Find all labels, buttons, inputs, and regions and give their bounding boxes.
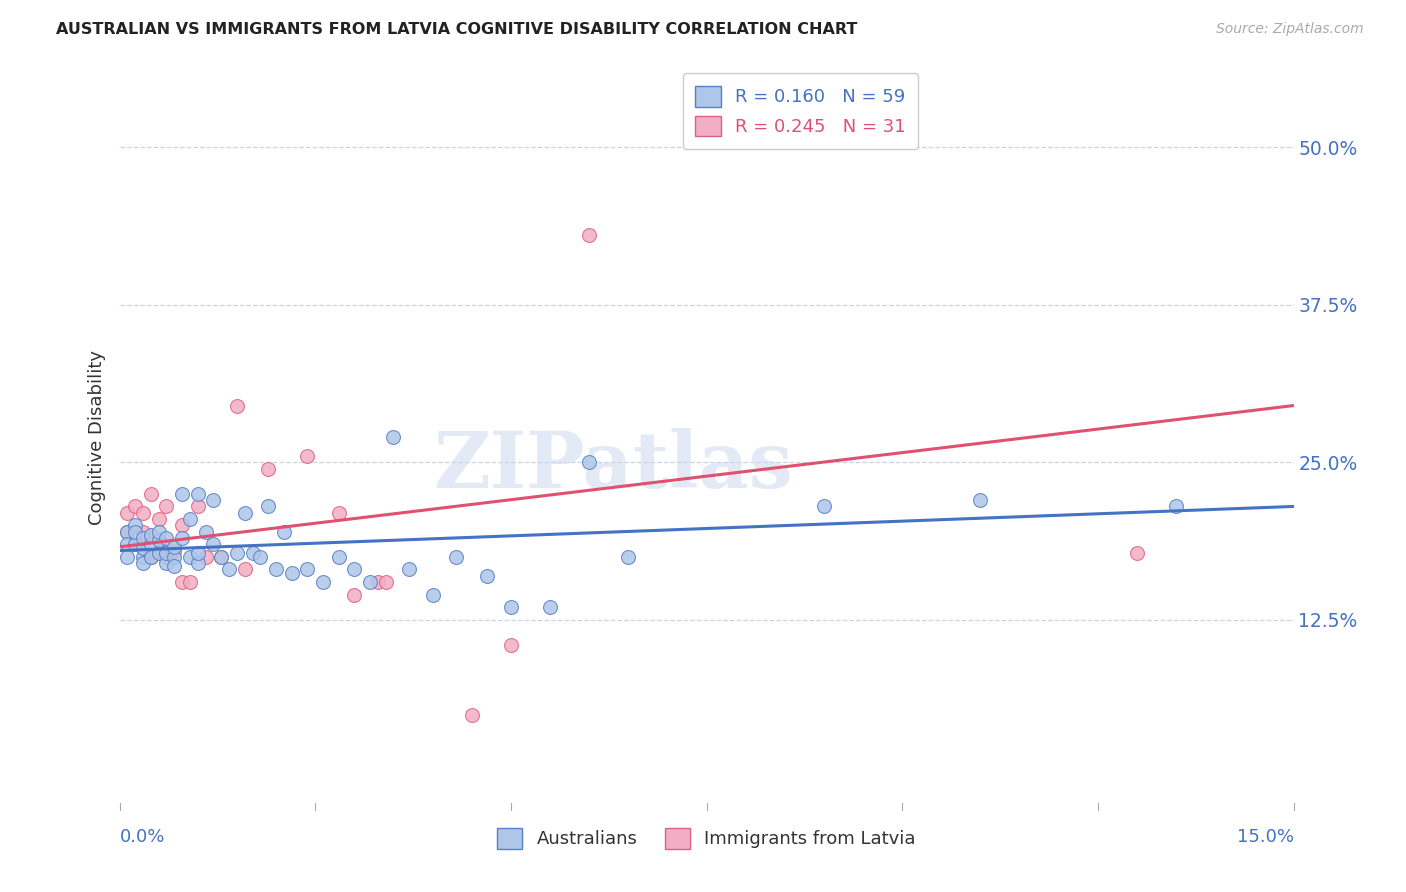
Point <box>155 500 177 514</box>
Point <box>499 600 522 615</box>
Point <box>367 575 389 590</box>
Point <box>359 575 381 590</box>
Point <box>499 638 522 652</box>
Point <box>460 707 484 722</box>
Point <box>139 549 162 564</box>
Point <box>264 562 287 576</box>
Point <box>124 518 146 533</box>
Point <box>422 588 444 602</box>
Point <box>163 549 186 564</box>
Text: 0.0%: 0.0% <box>120 828 165 846</box>
Point <box>578 455 600 469</box>
Point <box>280 566 302 581</box>
Point <box>139 528 162 542</box>
Point <box>148 533 170 548</box>
Point <box>813 500 835 514</box>
Point <box>209 549 232 564</box>
Point <box>328 506 350 520</box>
Point <box>187 487 209 501</box>
Text: Source: ZipAtlas.com: Source: ZipAtlas.com <box>1216 22 1364 37</box>
Point <box>117 506 139 520</box>
Point <box>148 524 170 539</box>
Point <box>398 562 420 576</box>
Point <box>202 537 225 551</box>
Point <box>155 546 177 560</box>
Y-axis label: Cognitive Disability: Cognitive Disability <box>87 350 105 524</box>
Point <box>225 399 249 413</box>
Point <box>444 549 467 564</box>
Point <box>538 600 561 615</box>
Point <box>187 500 209 514</box>
Point <box>155 531 177 545</box>
Legend: Australians, Immigrants from Latvia: Australians, Immigrants from Latvia <box>489 821 924 856</box>
Point <box>132 556 155 570</box>
Point <box>1166 500 1188 514</box>
Point <box>343 588 366 602</box>
Point <box>155 556 177 570</box>
Point <box>233 506 256 520</box>
Point <box>209 549 232 564</box>
Point <box>242 546 264 560</box>
Point <box>148 512 170 526</box>
Point <box>257 461 280 475</box>
Point <box>124 537 146 551</box>
Point <box>124 537 146 551</box>
Point <box>148 546 170 560</box>
Point <box>124 500 146 514</box>
Point <box>172 575 194 590</box>
Point <box>297 449 319 463</box>
Point <box>179 575 201 590</box>
Point <box>117 549 139 564</box>
Point <box>187 546 209 560</box>
Point <box>312 575 335 590</box>
Point <box>139 537 162 551</box>
Point <box>343 562 366 576</box>
Text: 15.0%: 15.0% <box>1236 828 1294 846</box>
Point <box>172 518 194 533</box>
Point <box>117 537 139 551</box>
Point <box>194 524 217 539</box>
Point <box>233 562 256 576</box>
Point <box>163 540 186 554</box>
Point <box>117 524 139 539</box>
Point <box>124 524 146 539</box>
Text: ZIPatlas: ZIPatlas <box>433 428 793 504</box>
Point <box>132 531 155 545</box>
Point <box>132 549 155 564</box>
Point <box>172 531 194 545</box>
Point <box>382 430 405 444</box>
Point <box>163 543 186 558</box>
Point <box>249 549 271 564</box>
Point <box>617 549 640 564</box>
Point <box>163 558 186 573</box>
Point <box>132 524 155 539</box>
Point <box>172 487 194 501</box>
Point <box>257 500 280 514</box>
Point <box>273 524 295 539</box>
Point <box>374 575 396 590</box>
Point <box>132 506 155 520</box>
Point <box>117 524 139 539</box>
Text: AUSTRALIAN VS IMMIGRANTS FROM LATVIA COGNITIVE DISABILITY CORRELATION CHART: AUSTRALIAN VS IMMIGRANTS FROM LATVIA COG… <box>56 22 858 37</box>
Point <box>139 549 162 564</box>
Point <box>225 546 249 560</box>
Point <box>202 493 225 508</box>
Point <box>297 562 319 576</box>
Point <box>328 549 350 564</box>
Point <box>218 562 240 576</box>
Point <box>155 549 177 564</box>
Point <box>477 569 499 583</box>
Point <box>578 228 600 243</box>
Point <box>194 549 217 564</box>
Point <box>1126 546 1149 560</box>
Point <box>148 543 170 558</box>
Point <box>139 487 162 501</box>
Point <box>187 556 209 570</box>
Point <box>969 493 991 508</box>
Point <box>132 541 155 555</box>
Point <box>179 549 201 564</box>
Point <box>179 512 201 526</box>
